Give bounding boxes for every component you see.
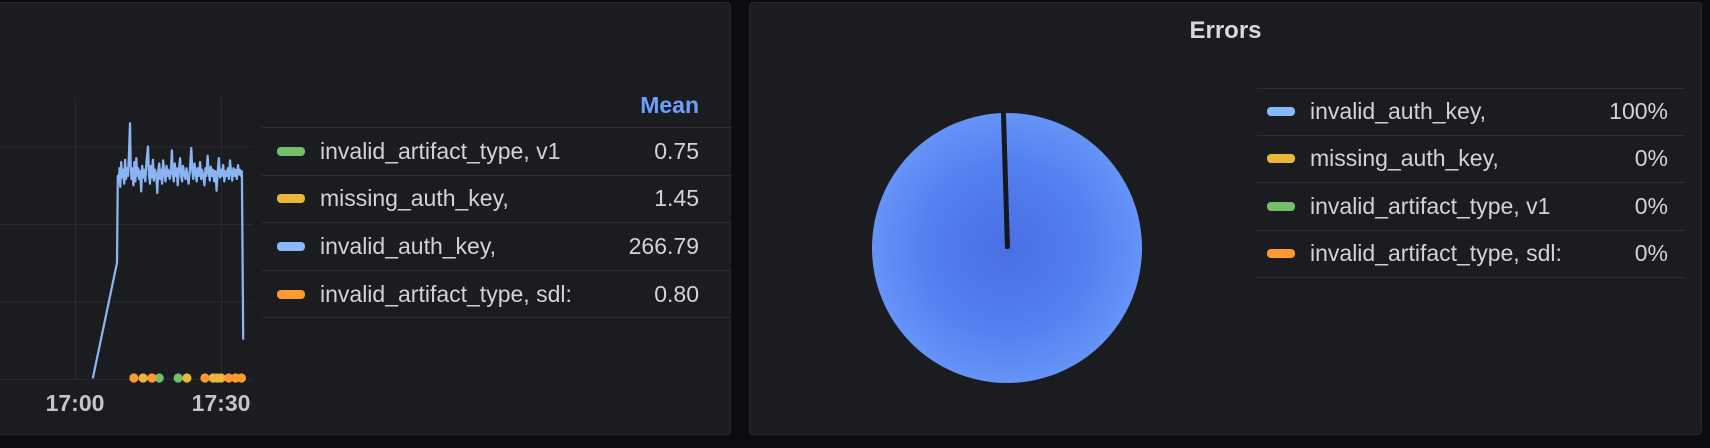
timeseries-legend-table: Mean invalid_artifact_type, v1 0.75 missin… [262,84,731,319]
series-value: 266.79 [628,232,699,259]
series-value: 1.45 [654,185,699,212]
series-color-swatch [1267,107,1295,117]
series-color-swatch [277,146,305,156]
legend-row[interactable]: invalid_artifact_type, v1 0% [1257,183,1685,231]
series-value: 0.80 [654,280,699,307]
legend-row[interactable]: invalid_auth_key, 100% [1257,88,1685,136]
series-name[interactable]: invalid_auth_key, [320,232,497,259]
series-value: 0% [1634,145,1668,172]
series-name[interactable]: invalid_artifact_type, sdl: [320,280,572,307]
series-name[interactable]: invalid_auth_key, [1310,98,1487,125]
legend-row[interactable]: invalid_artifact_type, sdl: 0% [1257,231,1685,278]
legend-mean-column-header[interactable]: Mean [262,84,731,128]
legend-row[interactable]: missing_auth_key, 0% [1257,136,1685,183]
series-name[interactable]: invalid_artifact_type, v1 [320,137,561,164]
series-value: 0% [1634,240,1668,267]
series-color-swatch [277,289,305,299]
series-color-swatch [277,241,305,251]
legend-row[interactable]: missing_auth_key, 1.45 [262,176,731,224]
legend-row[interactable]: invalid_artifact_type, sdl: 0.80 [262,271,731,319]
series-color-swatch [1267,249,1295,259]
series-color-swatch [277,194,305,204]
legend-row[interactable]: invalid_auth_key, 266.79 [262,223,731,271]
legend-row[interactable]: invalid_artifact_type, v1 0.75 [262,128,731,176]
panel-title[interactable]: Errors [1189,17,1262,44]
series-name[interactable]: missing_auth_key, [1310,145,1499,172]
series-value: 100% [1609,98,1668,125]
series-value: 0.75 [654,137,699,164]
series-value: 0% [1634,192,1668,219]
series-color-swatch [1267,154,1295,164]
series-name[interactable]: invalid_artifact_type, sdl: [1310,240,1562,267]
series-name[interactable]: invalid_artifact_type, v1 [1310,192,1551,219]
series-color-swatch [1267,201,1295,211]
pie-legend-table: invalid_auth_key, 100% missing_auth_key, 0%… [1257,88,1685,278]
series-name[interactable]: missing_auth_key, [320,185,509,212]
